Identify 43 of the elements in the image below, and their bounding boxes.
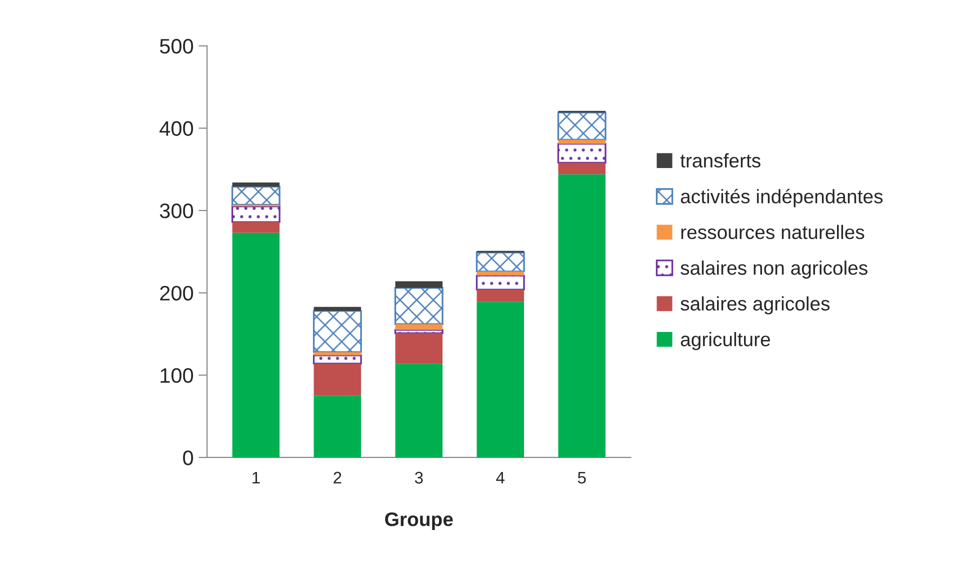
bar — [395, 324, 443, 330]
legend-label: transferts — [680, 153, 760, 168]
bar — [314, 396, 362, 458]
y-tick-label: 400 — [160, 121, 194, 136]
bar — [232, 232, 280, 458]
x-tick-label: 2 — [334, 472, 342, 484]
legend-label: activités indépendantes — [680, 188, 883, 208]
bar — [557, 142, 606, 164]
bar — [395, 333, 443, 364]
bar — [558, 162, 606, 174]
bar — [314, 352, 362, 356]
x-tick-label: 3 — [414, 472, 423, 484]
x-tick-label: 4 — [496, 472, 505, 484]
bar — [558, 140, 606, 144]
bar — [395, 364, 443, 458]
bar — [232, 182, 280, 187]
bar — [476, 252, 525, 272]
bar — [476, 274, 525, 290]
bar — [476, 271, 524, 276]
bar — [394, 287, 444, 325]
bar — [232, 222, 280, 233]
y-tick-label: 500 — [160, 38, 194, 54]
bar — [476, 302, 524, 458]
legend-label: ressources naturelles — [681, 224, 864, 240]
legend-label: salaires agricoles — [680, 296, 830, 314]
legend-label: agriculture — [680, 332, 770, 350]
legend-label: salaires non agricoles — [680, 260, 868, 279]
x-axis-title: Groupe — [385, 512, 453, 530]
bar — [312, 310, 362, 353]
x-tick-label: 1 — [252, 472, 260, 484]
y-tick-label: 300 — [160, 204, 194, 218]
y-tick-label: 200 — [160, 286, 194, 301]
bar — [314, 306, 362, 311]
bar — [314, 364, 362, 396]
y-tick-label: 0 — [183, 450, 194, 466]
bar — [395, 281, 443, 288]
bar — [231, 186, 280, 206]
bar — [476, 290, 524, 302]
bar — [558, 174, 606, 458]
bar — [557, 112, 606, 141]
x-tick-label: 5 — [578, 472, 586, 484]
y-tick-label: 100 — [160, 368, 194, 383]
bar — [231, 206, 280, 223]
